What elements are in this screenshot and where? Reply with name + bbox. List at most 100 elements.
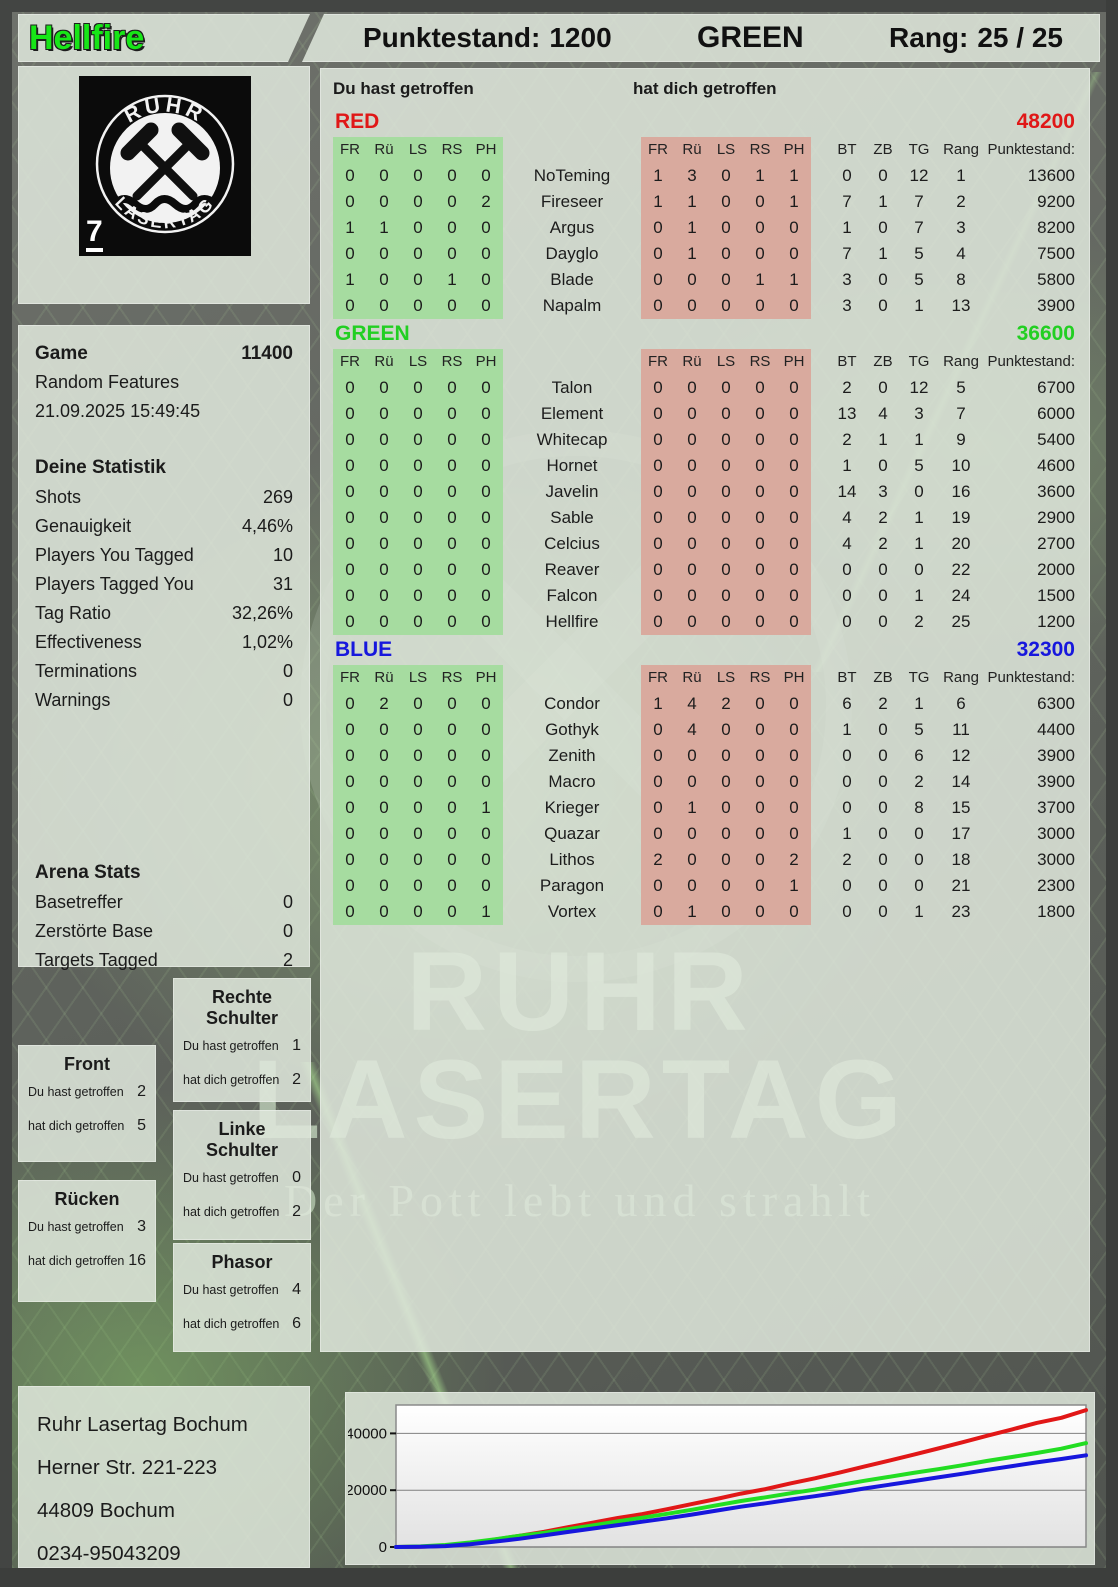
you-hit-cell: 0 — [401, 267, 435, 293]
player-name: Zenith — [548, 746, 596, 765]
you-hit-cell: 1 — [435, 267, 469, 293]
zb-cell: 0 — [878, 824, 888, 843]
col-header: FR — [333, 349, 367, 375]
them-hit-cell: 0 — [641, 717, 675, 743]
series-green — [394, 1441, 1088, 1549]
col-header: LS — [401, 665, 435, 691]
you-hit-cell: 0 — [469, 267, 503, 293]
stat-row-value: 269 — [262, 487, 293, 507]
them-hit-cell: 0 — [743, 293, 777, 319]
rang-cell: 13 — [951, 296, 971, 315]
table-row: 0 0 0 0 0 Falcon 0 0 0 0 0 0 0 1 24 1500 — [333, 583, 1077, 609]
you-hit-cell: 0 — [401, 691, 435, 717]
you-hit-cell: 0 — [469, 821, 503, 847]
them-hit-label: hat dich getroffen — [633, 79, 777, 98]
tg-cell: 1 — [914, 430, 924, 449]
you-hit-cell: 0 — [401, 505, 435, 531]
team-section: RED 48200 FR Rü LS RS PH FR Rü LS RS PH BT ZB TG Rang Pu… — [333, 107, 1077, 319]
you-hit-cell: 0 — [401, 215, 435, 241]
spacer — [811, 137, 829, 163]
table-row: 0 2 0 0 0 Condor 1 4 2 0 0 6 2 1 6 6300 — [333, 691, 1077, 717]
zb-cell: 0 — [878, 850, 888, 869]
stats-rows: Shots 269 Genauigkeit 4,46% Players You Tagg… — [35, 483, 293, 715]
you-hit-cell: 0 — [401, 769, 435, 795]
tg-cell: 5 — [914, 270, 924, 289]
you-hit-cell: 0 — [333, 795, 367, 821]
spacer — [811, 401, 829, 427]
them-hit-cell: 0 — [641, 873, 675, 899]
them-hit-cell: 4 — [675, 717, 709, 743]
them-hit-cell: 0 — [709, 743, 743, 769]
you-hit-cell: 1 — [367, 215, 401, 241]
you-hit-cell: 0 — [333, 453, 367, 479]
zone-them-value: 6 — [292, 1315, 301, 1332]
team-header: GREEN 36600 — [333, 319, 1077, 349]
zb-cell: 2 — [878, 534, 888, 553]
them-hit-cell: 0 — [777, 401, 811, 427]
them-hit-cell: 1 — [777, 163, 811, 189]
player-name: Macro — [548, 772, 596, 791]
col-header: Rü — [367, 137, 401, 163]
stat-row: Shots 269 — [35, 483, 293, 512]
col-header: LS — [709, 137, 743, 163]
you-hit-cell: 0 — [367, 795, 401, 821]
spacer — [811, 691, 829, 717]
col-header: Rü — [367, 665, 401, 691]
scoreboard-panel: Du hast getroffen hat dich getroffen RED… — [320, 68, 1090, 1352]
team-tables: RED 48200 FR Rü LS RS PH FR Rü LS RS PH BT ZB TG Rang Pu… — [333, 107, 1077, 925]
zb-cell: 0 — [878, 720, 888, 739]
you-hit-cell: 2 — [367, 691, 401, 717]
points-cell: 1500 — [1037, 586, 1075, 605]
table-header-row: FR Rü LS RS PH FR Rü LS RS PH BT ZB TG Rang Punktestan… — [333, 349, 1077, 375]
col-header: TG — [908, 353, 930, 370]
zb-cell: 0 — [878, 166, 888, 185]
you-hit-cell: 0 — [469, 479, 503, 505]
you-hit-cell: 0 — [401, 375, 435, 401]
series-blue — [394, 1453, 1088, 1549]
venue-name: Ruhr Lasertag Bochum — [37, 1413, 248, 1436]
you-hit-cell: 0 — [401, 717, 435, 743]
y-tick-label: 0 — [379, 1539, 387, 1556]
col-header: Rang — [943, 669, 979, 686]
spacer — [811, 453, 829, 479]
them-hit-cell: 0 — [641, 769, 675, 795]
rang-cell: 20 — [951, 534, 971, 553]
them-hit-cell: 0 — [709, 769, 743, 795]
them-hit-cell: 0 — [675, 479, 709, 505]
you-hit-cell: 1 — [469, 899, 503, 925]
you-hit-cell: 0 — [367, 163, 401, 189]
them-hit-cell: 0 — [709, 717, 743, 743]
you-hit-cell: 0 — [469, 375, 503, 401]
player-name: Hornet — [546, 456, 598, 475]
them-hit-cell: 0 — [641, 743, 675, 769]
them-hit-cell: 0 — [641, 375, 675, 401]
zb-cell: 2 — [878, 508, 888, 527]
spacer — [811, 215, 829, 241]
you-hit-cell: 0 — [333, 401, 367, 427]
team-name: RED — [335, 110, 380, 133]
you-hit-cell: 0 — [469, 401, 503, 427]
bt-cell: 2 — [842, 430, 852, 449]
them-hit-cell: 0 — [709, 375, 743, 401]
player-name: Lithos — [549, 850, 595, 869]
them-hit-cell: 0 — [675, 583, 709, 609]
logo-panel: RUHR LASERTAG 7 — [18, 66, 310, 304]
col-header: PH — [469, 665, 503, 691]
you-hit-cell: 0 — [367, 505, 401, 531]
player-name: Condor — [544, 694, 600, 713]
stat-row: Warnings 0 — [35, 686, 293, 715]
zone-title: Rücken — [54, 1189, 120, 1209]
you-hit-cell: 0 — [435, 505, 469, 531]
points-cell: 4600 — [1037, 456, 1075, 475]
zb-cell: 3 — [878, 482, 888, 501]
col-header: RS — [743, 349, 777, 375]
them-hit-cell: 0 — [709, 557, 743, 583]
zone-you-value: 1 — [292, 1037, 301, 1054]
them-hit-cell: 0 — [777, 531, 811, 557]
stat-row: Terminations 0 — [35, 657, 293, 686]
you-hit-cell: 0 — [469, 427, 503, 453]
you-hit-cell: 0 — [435, 717, 469, 743]
them-hit-cell: 0 — [777, 821, 811, 847]
spacer — [811, 479, 829, 505]
col-header: BT — [837, 141, 857, 158]
